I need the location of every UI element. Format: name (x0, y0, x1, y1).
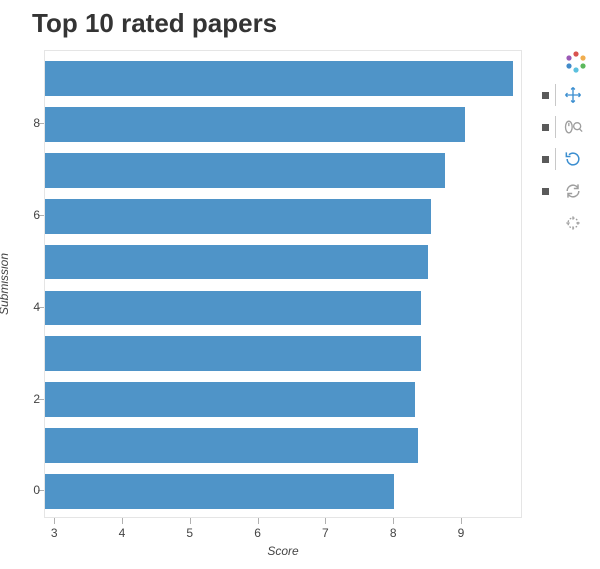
x-tick-label: 7 (322, 526, 329, 540)
x-tick-label: 8 (390, 526, 397, 540)
crosshair-icon[interactable] (562, 212, 584, 234)
x-tick-label: 4 (119, 526, 126, 540)
y-tick-label: 6 (10, 208, 40, 222)
tool-reset[interactable] (542, 144, 594, 174)
bar[interactable] (45, 107, 465, 142)
tool-crosshair[interactable] (542, 208, 594, 238)
reset-icon[interactable] (562, 148, 584, 170)
y-tick-label: 0 (10, 483, 40, 497)
x-tick (54, 518, 55, 524)
x-tick-label: 3 (51, 526, 58, 540)
x-tick (122, 518, 123, 524)
tool-state-dot (542, 92, 549, 99)
tool-state-dot (542, 156, 549, 163)
x-tick-label: 6 (254, 526, 261, 540)
x-tick-label: 9 (458, 526, 465, 540)
plot-container: Submission Score 024683456789 (0, 44, 530, 564)
pan-icon[interactable] (562, 84, 584, 106)
y-tick-label: 4 (10, 300, 40, 314)
tool-wheel-zoom[interactable] (542, 112, 594, 142)
plot-area[interactable] (44, 50, 522, 518)
refresh-icon[interactable] (562, 180, 584, 202)
x-axis-title: Score (44, 544, 522, 558)
bar[interactable] (45, 199, 431, 234)
x-tick-label: 5 (186, 526, 193, 540)
toolbar-separator (555, 84, 556, 106)
x-tick (258, 518, 259, 524)
bokeh-logo-icon[interactable] (564, 50, 588, 74)
tool-state-dot (542, 188, 549, 195)
y-tick-label: 2 (10, 392, 40, 406)
bar[interactable] (45, 336, 421, 371)
x-tick (393, 518, 394, 524)
bar[interactable] (45, 382, 415, 417)
bar[interactable] (45, 291, 421, 326)
wheel-zoom-icon[interactable] (562, 116, 584, 138)
chart-title: Top 10 rated papers (32, 8, 277, 39)
bar[interactable] (45, 474, 394, 509)
tool-state-dot (542, 124, 549, 131)
y-tick-label: 8 (10, 116, 40, 130)
x-tick (325, 518, 326, 524)
bar[interactable] (45, 153, 445, 188)
toolbar (542, 50, 594, 240)
x-tick (190, 518, 191, 524)
bar[interactable] (45, 245, 428, 280)
tool-pan[interactable] (542, 80, 594, 110)
toolbar-separator (555, 148, 556, 170)
toolbar-separator (555, 116, 556, 138)
bar[interactable] (45, 61, 513, 96)
bar[interactable] (45, 428, 418, 463)
x-tick (461, 518, 462, 524)
tool-refresh[interactable] (542, 176, 594, 206)
